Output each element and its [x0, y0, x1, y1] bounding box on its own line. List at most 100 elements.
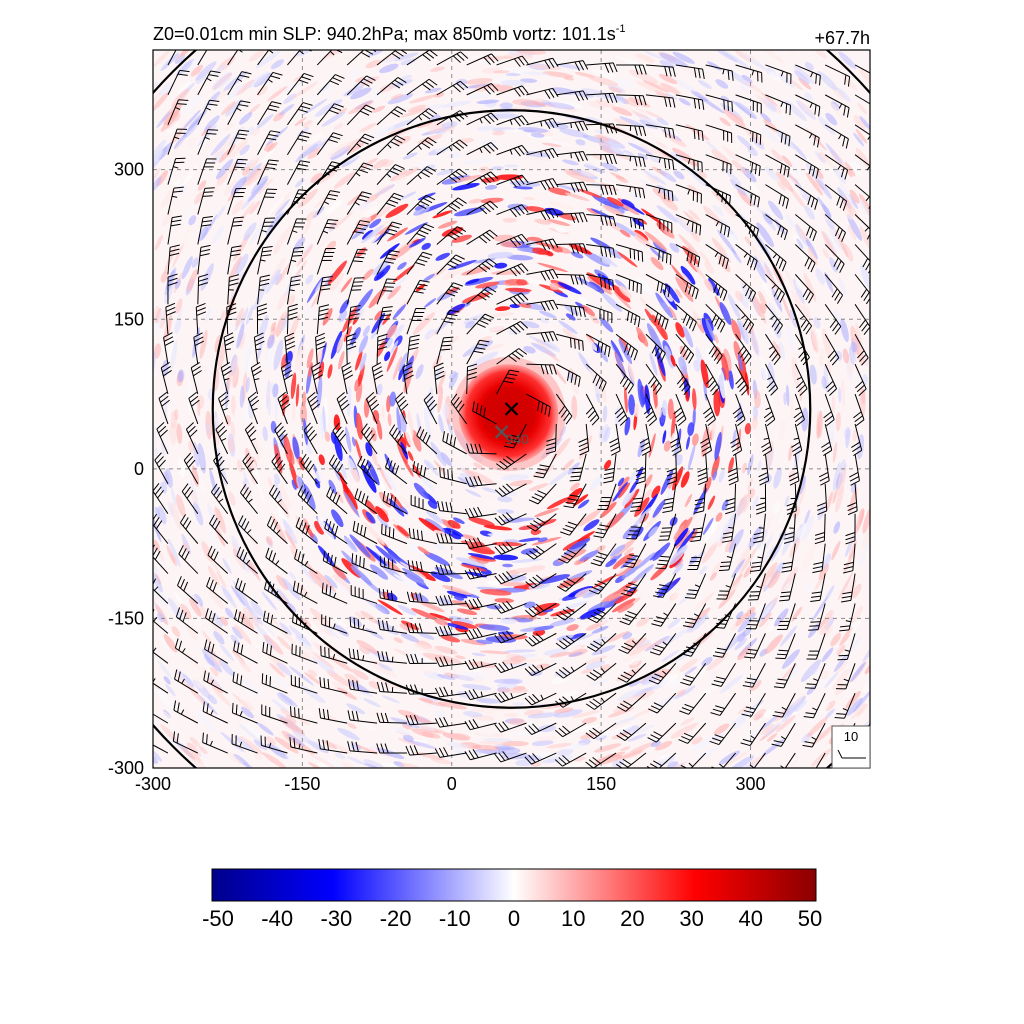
vorticity-blob: [847, 224, 857, 241]
vorticity-blob: [808, 622, 820, 639]
vorticity-blob: [248, 50, 265, 62]
vorticity-blob: [318, 167, 339, 184]
vorticity-blob: [664, 291, 673, 302]
vorticity-blob: [477, 126, 492, 132]
vorticity-blob: [747, 488, 755, 499]
vorticity-blob: [749, 543, 765, 568]
vorticity-blob: [565, 313, 576, 321]
vorticity-blob: [659, 52, 689, 68]
vorticity-blob: [454, 655, 466, 660]
barb-half-feather: [391, 656, 394, 662]
vorticity-blob: [674, 516, 693, 543]
vorticity-blob: [220, 585, 237, 609]
vorticity-blob: [548, 201, 575, 210]
vorticity-blob: [368, 125, 395, 140]
vorticity-blob: [642, 80, 670, 93]
vorticity-blob: [205, 524, 219, 553]
vorticity-blob: [792, 393, 798, 421]
vorticity-blob: [692, 407, 696, 428]
vorticity-blob: [568, 651, 583, 657]
vorticity-blob: [383, 469, 397, 493]
vorticity-blob: [464, 276, 494, 286]
vorticity-blob: [857, 542, 870, 569]
vorticity-blob: [531, 206, 543, 213]
vorticity-blob: [247, 162, 269, 186]
vorticity-blob: [299, 563, 317, 585]
vorticity-blob: [311, 651, 335, 669]
vorticity-blob: [778, 419, 786, 442]
barb-half-feather: [629, 156, 632, 162]
vorticity-blob: [678, 234, 700, 258]
vorticity-blob: [635, 53, 655, 63]
vorticity-blob: [392, 264, 415, 283]
vorticity-blob: [242, 699, 255, 710]
vorticity-blob: [689, 235, 701, 248]
vorticity-blob: [356, 308, 364, 320]
vorticity-blob: [783, 392, 787, 406]
vorticity-blob: [236, 323, 245, 349]
vorticity-blob: [687, 422, 695, 437]
vorticity-blob: [160, 109, 180, 132]
vorticity-blob: [792, 526, 801, 540]
vorticity-blob: [835, 485, 845, 513]
vorticity-blob: [680, 217, 703, 240]
vorticity-blob: [267, 74, 289, 91]
vorticity-blob: [238, 201, 256, 224]
vorticity-blob: [274, 199, 290, 216]
vorticity-blob: [334, 435, 343, 462]
vorticity-blob: [315, 349, 323, 371]
vorticity-blob: [336, 332, 345, 352]
vorticity-blob: [400, 632, 419, 643]
vorticity-blob: [825, 112, 838, 126]
vorticity-blob: [850, 161, 863, 177]
vorticity-blob: [505, 287, 532, 293]
vorticity-blob: [835, 411, 841, 432]
vorticity-blob: [800, 659, 822, 683]
vorticity-blob: [339, 460, 347, 480]
vorticity-blob: [463, 84, 493, 89]
barb-half-feather: [451, 659, 453, 666]
vorticity-blob: [227, 370, 232, 392]
vorticity-blob: [306, 115, 325, 128]
vorticity-blob: [817, 70, 838, 91]
vorticity-blob: [674, 79, 696, 93]
vorticity-blob: [411, 608, 438, 621]
vorticity-blob: [822, 248, 830, 259]
vorticity-blob: [632, 218, 644, 227]
vorticity-blob: [741, 74, 753, 84]
vorticity-blob: [262, 426, 268, 442]
vorticity-blob: [628, 69, 659, 84]
vorticity-blob: [649, 352, 658, 376]
vorticity-blob: [655, 141, 668, 149]
barb-feather: [240, 46, 250, 49]
vorticity-blob: [437, 701, 467, 710]
vorticity-blob: [735, 611, 744, 620]
vorticity-blob: [296, 244, 314, 267]
vorticity-blob: [487, 251, 514, 259]
barb-feather: [210, 45, 220, 47]
vorticity-blob: [403, 572, 427, 586]
vorticity-blob: [521, 321, 540, 329]
vorticity-blob: [376, 53, 390, 60]
vorticity-blob: [832, 489, 838, 504]
vorticity-blob: [617, 251, 638, 268]
vorticity-blob: [838, 387, 842, 403]
vorticity-blob: [266, 743, 289, 760]
vorticity-blob: [777, 180, 787, 191]
vorticity-blob: [713, 333, 719, 344]
vorticity-blob: [815, 324, 822, 340]
vorticity-blob: [648, 127, 671, 141]
vorticity-blob: [435, 252, 450, 261]
vorticity-blob: [285, 754, 298, 764]
vorticity-blob: [365, 59, 382, 69]
vorticity-blob: [806, 717, 828, 738]
vorticity-blob: [358, 363, 365, 387]
vorticity-blob: [422, 103, 443, 112]
vorticity-blob: [636, 107, 656, 118]
vorticity-blob: [270, 321, 277, 332]
vorticity-blob: [801, 407, 809, 432]
vorticity-blob: [228, 256, 242, 281]
vorticity-blob: [770, 484, 779, 504]
vorticity-blob: [775, 562, 784, 574]
vorticity-blob: [781, 155, 793, 168]
